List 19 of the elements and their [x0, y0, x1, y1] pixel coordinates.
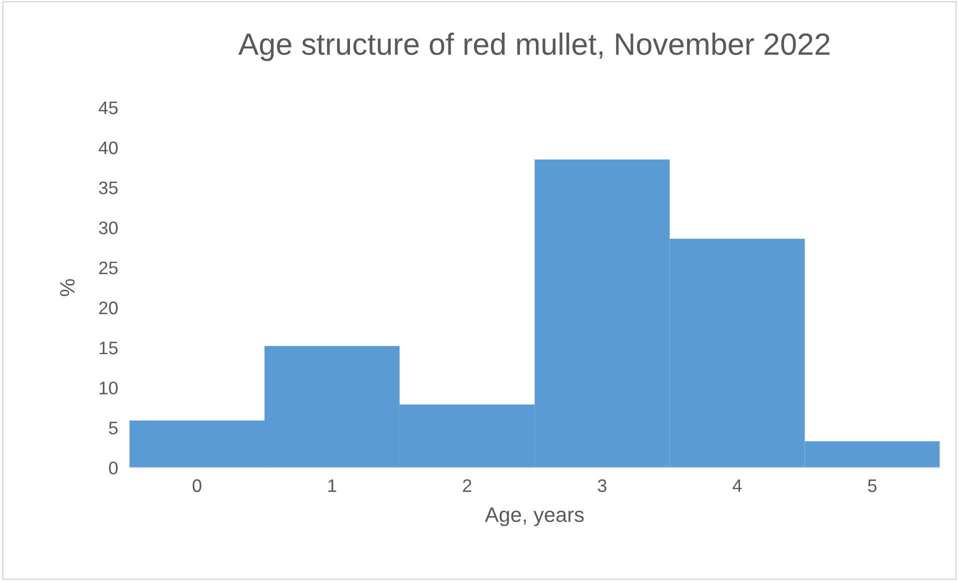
- x-tick-label: 3: [598, 479, 606, 492]
- y-tick-label: 40: [98, 141, 118, 154]
- y-tick-label: 45: [98, 102, 118, 114]
- x-axis-title: Age, years: [484, 508, 584, 526]
- y-tick-label: 20: [99, 302, 118, 314]
- y-axis-title: %: [60, 279, 75, 296]
- x-tick-label: 2: [463, 479, 472, 492]
- y-tick-label: 30: [98, 221, 118, 234]
- y-tick-label: 10: [100, 382, 118, 394]
- x-tick-label: 0: [192, 479, 202, 492]
- y-tick-label: 0: [109, 462, 118, 474]
- y-tick-label: 5: [109, 422, 118, 434]
- y-tick-label: 25: [99, 262, 118, 274]
- x-tick-label: 1: [328, 479, 336, 492]
- y-tick-label: 35: [98, 181, 118, 194]
- x-tick-label: 5: [868, 479, 877, 492]
- y-tick-label: 15: [100, 342, 118, 354]
- x-tick-label: 4: [732, 479, 742, 492]
- chart-title: Age structure of red mullet, November 2022: [238, 32, 830, 62]
